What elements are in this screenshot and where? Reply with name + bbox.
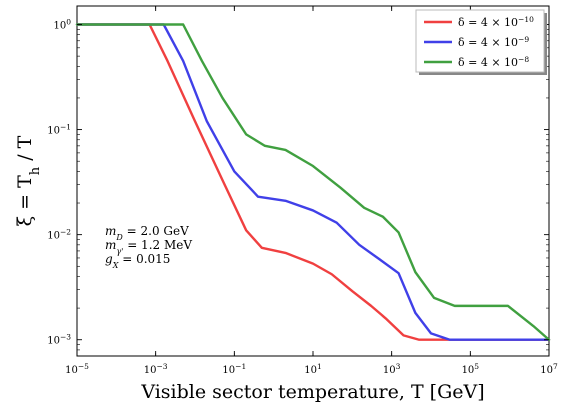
series-line-2: [75, 23, 551, 341]
series-group: [75, 23, 551, 341]
y-tick-label: 10−1: [47, 122, 71, 137]
y-axis-label-text: ξ = Th / T: [14, 135, 43, 226]
legend-label-3: δ = 4 × 10−8: [458, 55, 529, 70]
x-tick-label: 103: [383, 362, 401, 377]
x-axis-label: Visible sector temperature, T [GeV]: [140, 381, 484, 403]
x-tick-label: 101: [304, 362, 322, 377]
plot-area: 10−5 10−3 10−1 101 103 105 107 10−3 10−2 10−1 100: [47, 5, 558, 376]
y-tick-label: 10−3: [47, 332, 71, 347]
ticks-group: 10−5 10−3 10−1 101 103 105 107 10−3 10−2 10−1 100: [47, 6, 558, 376]
y-tick-label: 10−2: [47, 227, 71, 242]
annotation-line-1: mD = 2.0 GeV: [105, 224, 189, 242]
x-tick-label: 10−3: [144, 362, 168, 377]
series-line-3: [75, 23, 551, 341]
y-tick-label: 100: [53, 17, 71, 32]
y-axis-label: ξ = Th / T: [14, 135, 43, 226]
legend-items: δ = 4 × 10−10 δ = 4 × 10−9 δ = 4 × 10−8: [424, 15, 534, 70]
x-tick-label: 105: [462, 362, 480, 377]
x-tick-label: 10−1: [222, 362, 246, 377]
annotation-line-3: gX = 0.015: [105, 252, 170, 270]
legend-label-2: δ = 4 × 10−9: [458, 35, 529, 50]
legend: δ = 4 × 10−10 δ = 4 × 10−9 δ = 4 × 10−8: [415, 9, 547, 75]
series-line-1: [75, 23, 551, 341]
x-tick-label: 107: [540, 362, 558, 377]
legend-label-1: δ = 4 × 10−10: [458, 15, 534, 30]
annotation-line-2: mγ' = 1.2 MeV: [105, 238, 192, 256]
x-tick-label: 10−5: [65, 362, 89, 377]
